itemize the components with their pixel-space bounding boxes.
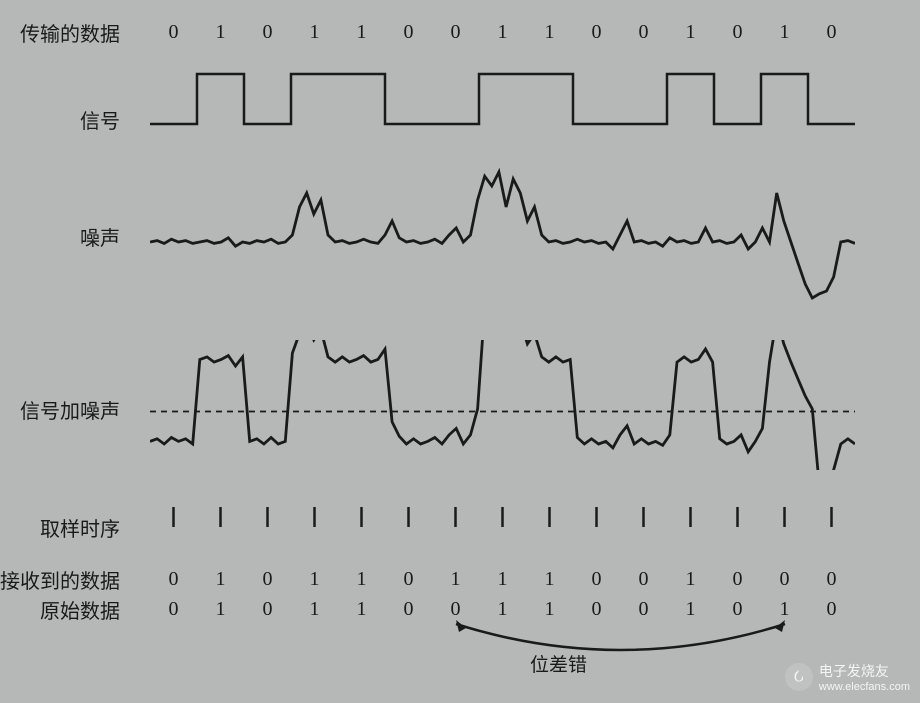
bit-value: 1 (667, 568, 714, 591)
bit-value: 0 (150, 568, 197, 591)
bit-value: 1 (291, 598, 338, 621)
original-bits: 010110011001010 (150, 598, 855, 621)
received-row: 接收到的数据 010110111001000 (0, 565, 855, 594)
transmitted-label: 传输的数据 (0, 18, 130, 47)
bit-value: 0 (714, 598, 761, 621)
bit-value: 0 (244, 21, 291, 44)
received-label: 接收到的数据 (0, 565, 130, 594)
bit-value: 0 (385, 21, 432, 44)
bit-value: 1 (479, 21, 526, 44)
bit-value: 1 (761, 598, 808, 621)
bit-value: 0 (150, 598, 197, 621)
bit-value: 1 (479, 568, 526, 591)
bit-value: 0 (714, 21, 761, 44)
watermark: 电子发烧友 www.elecfans.com (785, 661, 910, 693)
error-label: 位差错 (530, 650, 587, 677)
bit-value: 1 (338, 21, 385, 44)
bit-value: 1 (197, 568, 244, 591)
bit-value: 0 (808, 598, 855, 621)
bit-value: 0 (385, 568, 432, 591)
bit-value: 0 (761, 568, 808, 591)
bit-value: 0 (432, 21, 479, 44)
bit-value: 0 (573, 21, 620, 44)
bit-value: 1 (291, 21, 338, 44)
bit-value: 1 (526, 21, 573, 44)
transmitted-row: 传输的数据 010110011001010 (0, 18, 855, 47)
bit-value: 1 (526, 598, 573, 621)
received-bits: 010110111001000 (150, 568, 855, 591)
bit-value: 0 (150, 21, 197, 44)
bit-value: 1 (761, 21, 808, 44)
sampling-label-row: 取样时序 (0, 513, 130, 542)
bit-value: 0 (432, 598, 479, 621)
signal-label-row: 信号 (0, 105, 130, 134)
bit-value: 0 (573, 598, 620, 621)
bit-value: 1 (432, 568, 479, 591)
signal-noise-label: 信号加噪声 (0, 395, 130, 424)
noise-label: 噪声 (0, 222, 130, 251)
signal-label: 信号 (0, 105, 130, 134)
bit-value: 0 (620, 21, 667, 44)
noise-label-row: 噪声 (0, 222, 130, 251)
watermark-line1: 电子发烧友 (819, 661, 910, 681)
bit-value: 1 (291, 568, 338, 591)
noise-waveform (150, 165, 855, 305)
signal-waveform (150, 70, 855, 128)
bit-value: 1 (197, 21, 244, 44)
bit-value: 1 (667, 598, 714, 621)
bit-value: 1 (338, 568, 385, 591)
flame-icon (785, 663, 813, 691)
bit-value: 0 (244, 568, 291, 591)
original-label: 原始数据 (0, 595, 130, 624)
bit-value: 1 (526, 568, 573, 591)
bit-value: 1 (479, 598, 526, 621)
bit-value: 0 (620, 568, 667, 591)
bit-value: 0 (620, 598, 667, 621)
bit-value: 0 (244, 598, 291, 621)
bit-value: 0 (808, 21, 855, 44)
sampling-ticks (150, 505, 855, 531)
bit-value: 0 (808, 568, 855, 591)
bit-value: 0 (385, 598, 432, 621)
signal-noise-label-row: 信号加噪声 (0, 395, 130, 424)
watermark-line2: www.elecfans.com (819, 681, 910, 693)
transmitted-bits: 010110011001010 (150, 21, 855, 44)
sampling-label: 取样时序 (0, 513, 130, 542)
bit-value: 0 (573, 568, 620, 591)
bit-value: 1 (338, 598, 385, 621)
bit-value: 1 (667, 21, 714, 44)
signal-noise-waveform (150, 340, 855, 470)
bit-value: 1 (197, 598, 244, 621)
bit-value: 0 (714, 568, 761, 591)
error-arc (446, 620, 795, 666)
